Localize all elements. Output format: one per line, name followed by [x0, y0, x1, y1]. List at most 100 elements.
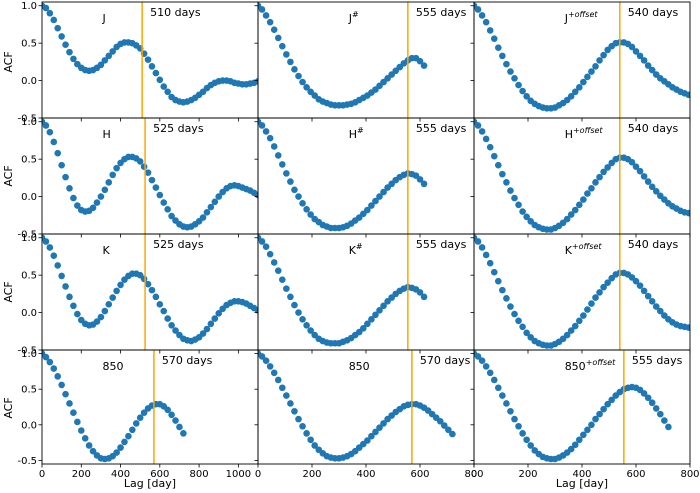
panel-3-2-point — [360, 325, 367, 332]
panel-4-1-point — [70, 409, 77, 417]
panel-1-3-point — [584, 73, 591, 81]
panel-3-2-band-name: K — [349, 244, 357, 257]
panel-3-3-point — [482, 251, 490, 259]
panel-1-1-band-label: J — [102, 12, 106, 25]
panel-2-1-point — [144, 169, 152, 176]
panel-2-1-frame — [41, 117, 259, 235]
panel-3-3-point — [490, 268, 498, 276]
panel-4-3-point — [592, 415, 599, 423]
panel-2-2-point — [416, 176, 424, 183]
panel-4-3-point — [495, 384, 502, 392]
panel-1-1-point — [254, 78, 258, 85]
panel-2-1-point — [215, 193, 223, 200]
panel-4-2-x-tick-label: 600 — [410, 469, 429, 480]
panel-1-1: -0.5 0.0 0.5 1.0 J 510 days — [17, 1, 259, 125]
panel-1-3-point — [685, 91, 690, 99]
panel-1-3-point — [511, 75, 518, 82]
panel-3-2-point — [420, 293, 428, 301]
panel-3-3-band-label: K+offset — [565, 242, 603, 257]
panel-2-3-point — [600, 168, 607, 176]
panel-2-1-point — [148, 176, 156, 184]
panel-1-1-point — [148, 63, 156, 70]
panel-1-3-point — [567, 93, 575, 100]
panel-1-3-point — [515, 81, 522, 89]
panel-2-2-point — [307, 211, 314, 218]
panel-3-1-y-tick-label: 0.5 — [21, 271, 37, 282]
panel-4-3-x-tick-label: 600 — [626, 469, 645, 480]
panel-1-1-point — [54, 24, 62, 32]
panel-1-3-point — [632, 48, 640, 55]
panel-3-1-point — [105, 301, 113, 308]
panel-4-1-point — [132, 420, 140, 427]
panel-2-2-point — [291, 186, 298, 194]
panel-2-3-markers — [474, 118, 690, 233]
panel-2-2-point — [279, 161, 286, 168]
panel-4-1-x-tick-label: 800 — [190, 469, 209, 480]
panel-4-3-point — [527, 442, 534, 449]
panel-4-3-point — [640, 390, 648, 397]
panel-4-3-point — [474, 353, 482, 360]
panel-4-1-y-tick-label: 0.0 — [21, 420, 37, 431]
panel-2-1-point — [109, 171, 116, 179]
panel-1-3-point — [507, 68, 514, 75]
panel-2-1-period-label: 525 days — [153, 122, 204, 135]
panel-2-3-point — [632, 163, 640, 170]
panel-2-3-point — [685, 209, 690, 217]
panel-4-2-point — [441, 422, 448, 429]
x-axis-title-col-3: Lag [day] — [556, 477, 608, 490]
panel-1-3-point — [486, 27, 494, 34]
panel-3-2-point — [416, 289, 424, 296]
panel-1-2: J# 555 days — [254, 1, 475, 122]
panel-4-2-point — [279, 384, 286, 392]
panel-2-1-point — [66, 185, 73, 192]
panel-2-3-point — [652, 188, 660, 195]
panel-1-1-y-tick-label: -0.5 — [17, 114, 37, 125]
panel-2-3-frame — [473, 117, 691, 235]
panel-2-1-point — [101, 186, 109, 194]
panel-2-3-point — [511, 194, 518, 202]
panel-1-3-point — [636, 52, 644, 60]
panel-3-3-period-label: 540 days — [628, 238, 679, 251]
panel-4-3-point — [608, 396, 615, 404]
panel-3-3-point — [571, 322, 579, 330]
panel-4-2-band-label: 850 — [349, 360, 370, 373]
panel-2-1-y-tick-label: 0.0 — [21, 192, 37, 203]
panel-3-1-band-label: K — [103, 244, 111, 257]
panel-1-3-point — [576, 84, 583, 91]
panel-1-2-band-label: J# — [348, 10, 359, 25]
panel-3-1-markers — [42, 234, 258, 345]
panel-1-3-point — [478, 12, 486, 19]
panel-2-3-point — [499, 170, 506, 178]
panel-1-3-point — [482, 18, 490, 26]
panel-2-1-point — [140, 163, 148, 170]
panel-3-1-point — [46, 244, 54, 251]
panel-2-1: -0.5 0.0 0.5 1.0 H 525 days — [17, 117, 259, 241]
panel-4-2-x-tick-label: 200 — [302, 469, 321, 480]
panel-2-3-point — [584, 190, 591, 197]
panel-1-1-point — [152, 69, 160, 77]
panel-3-1-point — [74, 310, 81, 318]
panel-1-3-frame — [473, 1, 691, 119]
panel-2-3-point — [515, 201, 522, 209]
panel-2-1-point — [136, 158, 144, 165]
panel-4-1-y-tick-label: 0.5 — [21, 385, 37, 396]
panel-3-1-point — [168, 322, 175, 329]
panel-2-1-point — [207, 203, 215, 211]
panel-2-1-y-tick-label: 1.0 — [21, 117, 37, 128]
panel-2-1-point — [152, 184, 160, 191]
panel-4-3-band-superscript: +offset — [586, 358, 616, 367]
panel-3-3-point — [486, 259, 494, 267]
panel-3-3-point — [523, 329, 530, 337]
panel-4-1-point — [77, 427, 85, 434]
panel-4-2-point — [258, 353, 266, 360]
panel-4-2-point — [274, 376, 282, 384]
panel-3-3-point — [584, 306, 591, 313]
panel-3-1-point — [113, 287, 120, 295]
panel-3-3-point — [604, 279, 611, 286]
panel-2-1-point — [93, 199, 101, 206]
panel-2-2-point — [274, 152, 282, 159]
panel-3-1-point — [199, 330, 207, 337]
panel-3-3-frame — [473, 233, 691, 351]
panel-4-1-y-tick-label: -0.5 — [17, 456, 37, 467]
panel-4-1-period-label: 570 days — [162, 354, 213, 367]
